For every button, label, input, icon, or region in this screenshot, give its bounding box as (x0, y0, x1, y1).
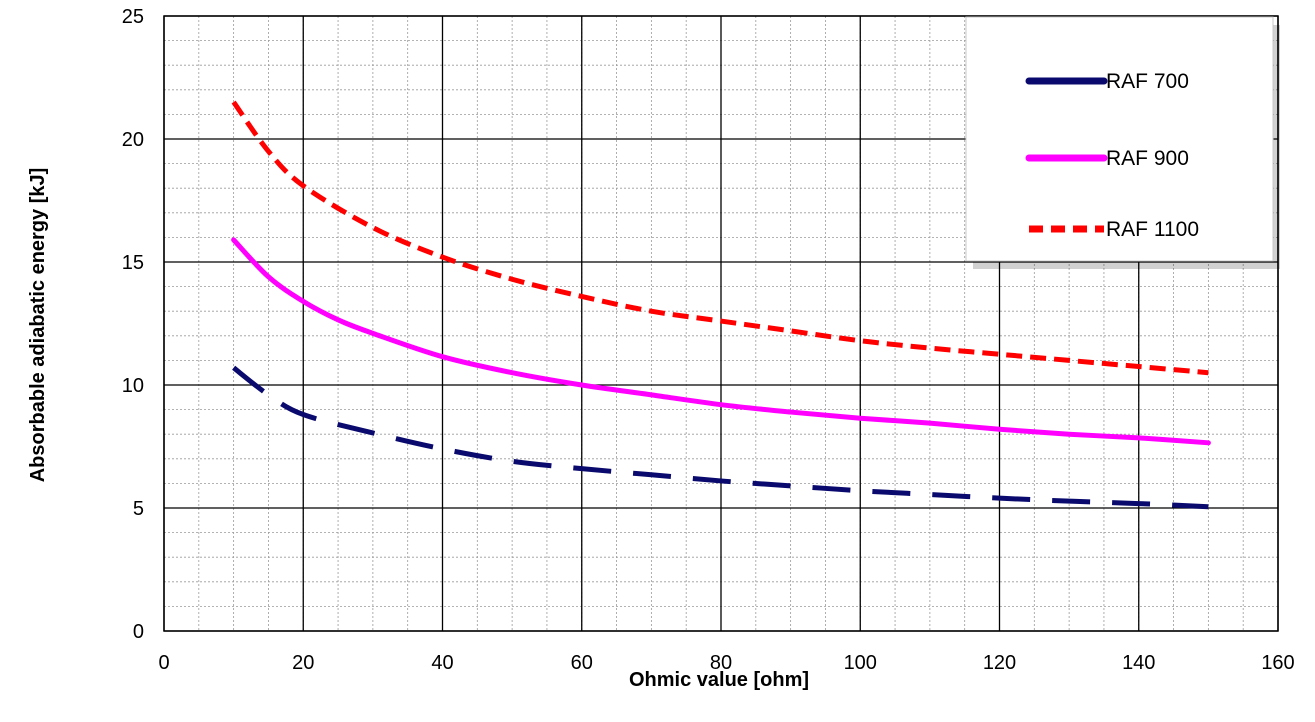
x-tick-label: 40 (431, 652, 453, 674)
series-lines (231, 100, 1211, 510)
x-axis-tick-labels: 0 20 40 60 80 100 120 140 160 (158, 652, 1294, 674)
series-line-raf-1100 (231, 100, 1209, 376)
x-tick-label: 0 (158, 652, 169, 674)
plot-area-frame (163, 15, 1279, 632)
x-tick-label: 120 (983, 652, 1016, 674)
series-line-raf-900 (231, 237, 1211, 446)
legend: RAF 700 RAF 900 RAF 1100 (965, 16, 1280, 269)
y-tick-label: 10 (122, 375, 144, 397)
y-axis-tick-labels: 0 5 10 15 20 25 (122, 6, 144, 643)
x-axis-title: Ohmic value [ohm] (629, 669, 809, 691)
x-tick-label: 100 (844, 652, 877, 674)
legend-label-raf-700: RAF 700 (1106, 70, 1189, 93)
x-tick-label: 60 (571, 652, 593, 674)
y-tick-label: 5 (133, 498, 144, 520)
y-axis-title: Absorbable adiabatic energy [kJ] (27, 168, 49, 483)
legend-label-raf-900: RAF 900 (1106, 147, 1189, 170)
series-line-raf-700 (232, 365, 1209, 510)
y-tick-label: 25 (122, 6, 144, 28)
y-tick-label: 15 (122, 252, 144, 274)
legend-box (965, 16, 1274, 262)
x-tick-label: 140 (1122, 652, 1155, 674)
x-tick-label: 160 (1261, 652, 1294, 674)
y-tick-label: 20 (122, 129, 144, 151)
y-tick-label: 0 (133, 621, 144, 643)
legend-label-raf-1100: RAF 1100 (1106, 218, 1199, 241)
x-tick-label: 20 (292, 652, 314, 674)
x-tick-label: 80 (710, 652, 732, 674)
